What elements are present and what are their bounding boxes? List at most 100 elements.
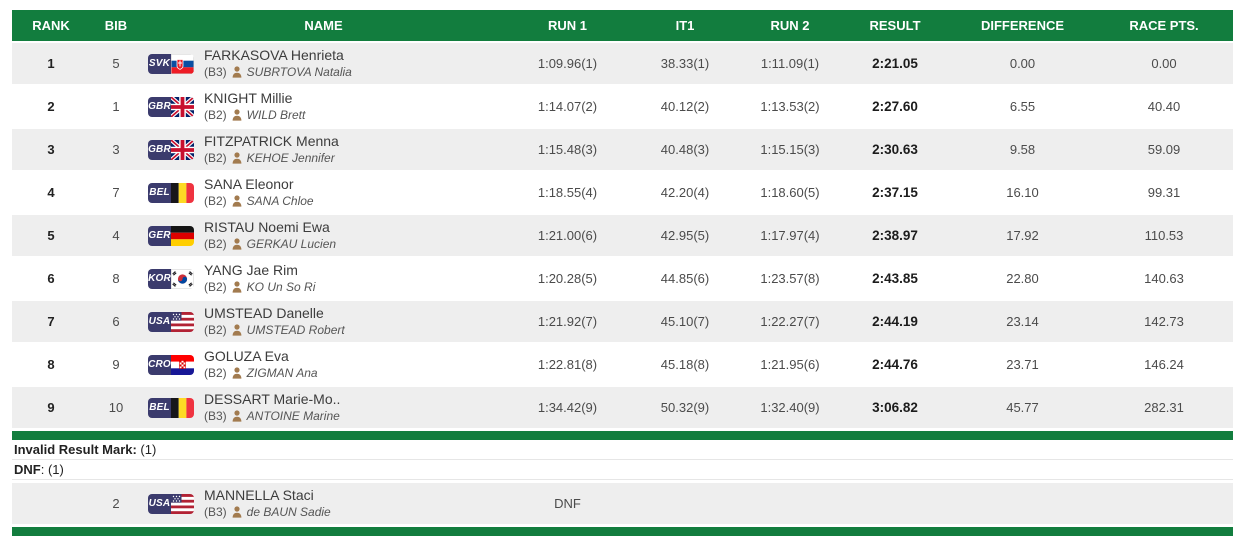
athlete-name: DESSART Marie-Mo..	[204, 391, 341, 408]
athlete-name: UMSTEAD Danelle	[204, 305, 324, 322]
flag-image	[171, 96, 194, 117]
run2-cell: 1:15.15(3)	[760, 142, 820, 157]
racepts-cell: 0.00	[1151, 56, 1177, 71]
racepts-cell: 140.63	[1144, 271, 1184, 286]
guide-line: (B2) SANA Chloe	[204, 194, 314, 209]
guide-person-icon	[232, 152, 242, 164]
difference-cell: 23.14	[1006, 314, 1039, 329]
athlete-names: RISTAU Noemi Ewa (B2) GERKAU Lucien	[204, 219, 336, 252]
it1-cell: 45.18(8)	[660, 357, 710, 372]
run1-cell: 1:22.81(8)	[537, 357, 598, 372]
guide-line: (B3) ANTOINE Marine	[204, 409, 340, 424]
athlete-name: RISTAU Noemi Ewa	[204, 219, 330, 236]
result-cell: 3:06.82	[872, 400, 918, 415]
name-cell: USA UMSTEAD Danelle (B2) UMSTEAD Robert	[142, 305, 505, 338]
it1-cell: 45.10(7)	[660, 314, 710, 329]
racepts-cell: 146.24	[1144, 357, 1184, 372]
country-flag-icon: GBR	[148, 139, 194, 160]
guide-name: GERKAU Lucien	[246, 236, 337, 251]
athlete-names: FARKASOVA Henrieta (B3) SUBRTOVA Natalia	[204, 47, 352, 80]
athlete-name: FARKASOVA Henrieta	[204, 47, 344, 64]
sight-category: (B3)	[204, 504, 227, 519]
run1-cell: 1:20.28(5)	[537, 271, 598, 286]
result-cell: 2:43.85	[872, 271, 918, 286]
athlete-name: GOLUZA Eva	[204, 348, 289, 365]
bib-cell: 5	[112, 56, 120, 71]
table-row: 6 8 KOR YANG Jae Rim (B2) KO Un So Ri 1:…	[12, 258, 1233, 299]
column-header-it1: IT1	[675, 18, 695, 33]
bib-cell: 2	[112, 496, 120, 511]
athlete-name: FITZPATRICK Menna	[204, 133, 339, 150]
column-header-difference: DIFFERENCE	[980, 18, 1065, 33]
dnf-athlete-section: 2 USA MANNELLA Staci (B3) de BAUN Sadie …	[12, 483, 1233, 524]
country-flag-icon: KOR	[148, 268, 194, 289]
guide-name: SANA Chloe	[246, 193, 314, 208]
separator-bar	[12, 431, 1233, 440]
flag-image	[171, 53, 194, 74]
country-flag-icon: USA	[148, 493, 194, 514]
it1-cell: 40.48(3)	[660, 142, 710, 157]
run2-cell: 1:11.09(1)	[760, 56, 820, 71]
country-flag-icon: BEL	[148, 397, 194, 418]
dnf-label: DNF	[14, 462, 41, 477]
guide-person-icon	[232, 410, 242, 422]
run2-cell: 1:32.40(9)	[760, 400, 820, 415]
bottom-bar	[12, 527, 1233, 536]
run1-cell: 1:15.48(3)	[537, 142, 598, 157]
racepts-cell: 142.73	[1144, 314, 1184, 329]
rank-cell: 1	[47, 56, 55, 71]
difference-cell: 0.00	[1009, 56, 1036, 71]
racepts-cell: 282.31	[1144, 400, 1184, 415]
it1-cell: 38.33(1)	[660, 56, 710, 71]
column-header-name: NAME	[304, 18, 343, 33]
name-cell: GBR FITZPATRICK Menna (B2) KEHOE Jennife…	[142, 133, 505, 166]
guide-person-icon	[232, 367, 242, 379]
country-code: GBR	[148, 139, 171, 160]
run2-cell: 1:18.60(5)	[760, 185, 820, 200]
athlete-name: YANG Jae Rim	[204, 262, 298, 279]
athlete-name: KNIGHT Millie	[204, 90, 293, 107]
difference-cell: 6.55	[1009, 99, 1036, 114]
run1-cell: 1:21.92(7)	[537, 314, 598, 329]
name-cell: SVK FARKASOVA Henrieta (B3) SUBRTOVA Nat…	[142, 47, 505, 80]
difference-cell: 45.77	[1006, 400, 1039, 415]
bib-cell: 4	[112, 228, 120, 243]
rank-cell: 6	[47, 271, 55, 286]
bib-cell: 9	[112, 357, 120, 372]
guide-name: UMSTEAD Robert	[246, 322, 345, 337]
run1-cell: DNF	[554, 496, 581, 511]
country-flag-icon: GBR	[148, 96, 194, 117]
athlete-names: DESSART Marie-Mo.. (B3) ANTOINE Marine	[204, 391, 340, 424]
table-row: 2 USA MANNELLA Staci (B3) de BAUN Sadie …	[12, 483, 1233, 524]
run2-cell: 1:17.97(4)	[760, 228, 820, 243]
guide-person-icon	[232, 238, 242, 250]
table-row: 5 4 GER RISTAU Noemi Ewa (B2) GERKAU Luc…	[12, 215, 1233, 256]
result-cell: 2:44.19	[872, 314, 918, 329]
guide-name: WILD Brett	[246, 107, 306, 122]
country-flag-icon: USA	[148, 311, 194, 332]
invalid-result-mark-value: (1)	[136, 442, 157, 457]
guide-name: de BAUN Sadie	[246, 504, 331, 519]
result-cell: 2:44.76	[872, 357, 918, 372]
flag-image	[171, 182, 194, 203]
result-cell: 2:38.97	[872, 228, 918, 243]
guide-person-icon	[232, 195, 242, 207]
difference-cell: 17.92	[1006, 228, 1039, 243]
athlete-names: UMSTEAD Danelle (B2) UMSTEAD Robert	[204, 305, 345, 338]
bib-cell: 1	[112, 99, 120, 114]
country-code: CRO	[148, 354, 171, 375]
guide-line: (B2) KO Un So Ri	[204, 280, 315, 295]
difference-cell: 22.80	[1006, 271, 1039, 286]
run1-cell: 1:21.00(6)	[537, 228, 598, 243]
country-flag-icon: SVK	[148, 53, 194, 74]
rank-cell: 9	[47, 400, 55, 415]
run2-cell: 1:23.57(8)	[760, 271, 820, 286]
invalid-result-mark-label: Invalid Result Mark:	[14, 442, 137, 457]
it1-cell: 44.85(6)	[660, 271, 710, 286]
bib-cell: 7	[112, 185, 120, 200]
column-header-rank: RANK	[32, 18, 70, 33]
flag-image	[171, 225, 194, 246]
country-code: USA	[148, 311, 171, 332]
bib-cell: 8	[112, 271, 120, 286]
column-header-run1: RUN 1	[547, 18, 587, 33]
